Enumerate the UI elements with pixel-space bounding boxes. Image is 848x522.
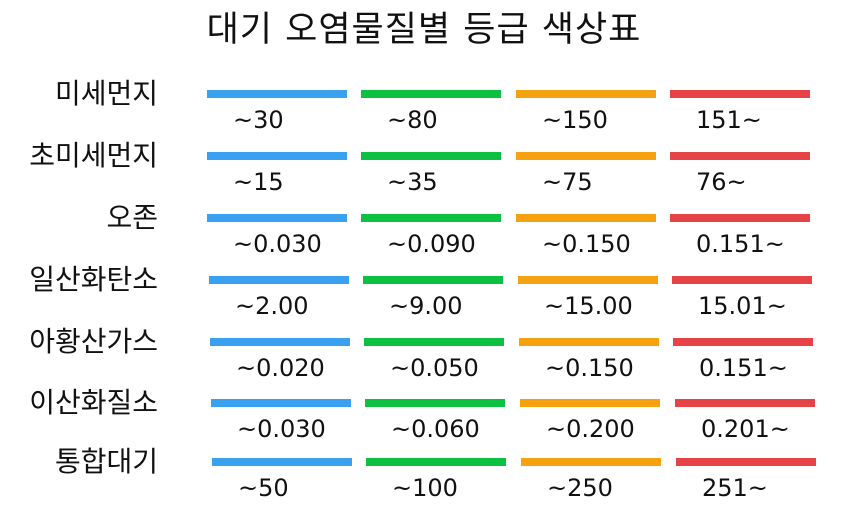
grade-normal: ~80 [361, 90, 501, 140]
grade-threshold: ~0.200 [546, 414, 635, 444]
grade-very-bad: 76~ [670, 152, 810, 202]
grade-bar-normal [361, 214, 501, 222]
grade-threshold: 0.201~ [701, 414, 790, 444]
grade-bar-normal [364, 338, 504, 346]
grade-very-bad: 0.151~ [670, 214, 810, 264]
grade-bad: ~0.150 [516, 214, 656, 264]
grade-threshold: 0.151~ [696, 229, 785, 259]
grade-very-bad: 0.151~ [673, 338, 813, 388]
grade-threshold: ~0.060 [391, 414, 480, 444]
grade-threshold: ~15.00 [544, 291, 633, 321]
grade-good: ~30 [207, 90, 347, 140]
grade-bad: ~15.00 [518, 276, 658, 326]
grade-good: ~2.00 [209, 276, 349, 326]
grade-threshold: ~0.150 [542, 229, 631, 259]
grade-bar-good [210, 338, 350, 346]
grade-threshold: ~30 [233, 105, 284, 135]
grade-good: ~0.020 [210, 338, 350, 388]
grade-bar-very-bad [670, 152, 810, 160]
grade-bad: ~0.200 [520, 399, 660, 449]
grade-bar-good [211, 399, 351, 407]
grade-bar-good [207, 152, 347, 160]
grade-bar-very-bad [670, 90, 810, 98]
grade-threshold: ~0.030 [233, 229, 322, 259]
grade-normal: ~0.060 [365, 399, 505, 449]
grade-bar-normal [363, 276, 503, 284]
grade-bad: ~75 [516, 152, 656, 202]
grade-bar-very-bad [670, 214, 810, 222]
grade-threshold: ~15 [233, 167, 284, 197]
grade-bar-bad [516, 90, 656, 98]
grade-bar-bad [518, 276, 658, 284]
grade-threshold: ~0.050 [390, 353, 479, 383]
grade-threshold: 151~ [696, 105, 762, 135]
grade-normal: ~0.090 [361, 214, 501, 264]
grade-threshold: ~80 [387, 105, 438, 135]
grade-bar-very-bad [675, 399, 815, 407]
grade-bad: ~250 [521, 458, 661, 508]
pollutant-label: 초미세먼지 [0, 138, 158, 174]
grade-threshold: ~9.00 [389, 291, 463, 321]
grade-threshold: 15.01~ [698, 291, 787, 321]
grade-bar-good [207, 90, 347, 98]
grade-threshold: ~0.020 [236, 353, 325, 383]
grade-bar-bad [521, 458, 661, 466]
grade-normal: ~100 [366, 458, 506, 508]
grade-normal: ~9.00 [363, 276, 503, 326]
pollutant-label: 통합대기 [0, 444, 158, 480]
grade-good: ~0.030 [211, 399, 351, 449]
grade-bar-bad [516, 214, 656, 222]
grade-very-bad: 151~ [670, 90, 810, 140]
grade-bar-normal [366, 458, 506, 466]
grade-normal: ~35 [361, 152, 501, 202]
grade-threshold: ~0.150 [545, 353, 634, 383]
grade-very-bad: 15.01~ [672, 276, 812, 326]
grade-threshold: ~150 [542, 105, 608, 135]
grade-good: ~50 [212, 458, 352, 508]
grade-bar-normal [361, 152, 501, 160]
pollutant-label: 일산화탄소 [0, 262, 158, 298]
grade-threshold: 76~ [696, 167, 747, 197]
grade-good: ~0.030 [207, 214, 347, 264]
grade-bar-bad [516, 152, 656, 160]
grade-bar-very-bad [673, 338, 813, 346]
pollutant-label: 이산화질소 [0, 385, 158, 421]
grade-bar-normal [361, 90, 501, 98]
grade-normal: ~0.050 [364, 338, 504, 388]
pollutant-label: 오존 [0, 200, 158, 236]
grade-bar-very-bad [672, 276, 812, 284]
grade-threshold: ~50 [238, 473, 289, 503]
pollutant-row: 통합대기 ~50 ~100 ~250 251~ [0, 458, 848, 520]
grade-bar-bad [519, 338, 659, 346]
grade-threshold: ~250 [547, 473, 613, 503]
grade-good: ~15 [207, 152, 347, 202]
grade-threshold: 251~ [702, 473, 768, 503]
grade-threshold: 0.151~ [699, 353, 788, 383]
grade-threshold: ~100 [392, 473, 458, 503]
grade-bar-bad [520, 399, 660, 407]
grade-very-bad: 251~ [676, 458, 816, 508]
grade-threshold: ~2.00 [235, 291, 309, 321]
grade-bar-good [212, 458, 352, 466]
grade-bar-good [207, 214, 347, 222]
grade-bad: ~0.150 [519, 338, 659, 388]
pollutant-label: 미세먼지 [0, 76, 158, 112]
grade-bad: ~150 [516, 90, 656, 140]
grade-threshold: ~0.030 [237, 414, 326, 444]
grade-very-bad: 0.201~ [675, 399, 815, 449]
grade-threshold: ~0.090 [387, 229, 476, 259]
pollutant-label: 아황산가스 [0, 324, 158, 360]
grade-threshold: ~75 [542, 167, 593, 197]
grade-bar-normal [365, 399, 505, 407]
grade-bar-very-bad [676, 458, 816, 466]
grade-threshold: ~35 [387, 167, 438, 197]
grade-bar-good [209, 276, 349, 284]
